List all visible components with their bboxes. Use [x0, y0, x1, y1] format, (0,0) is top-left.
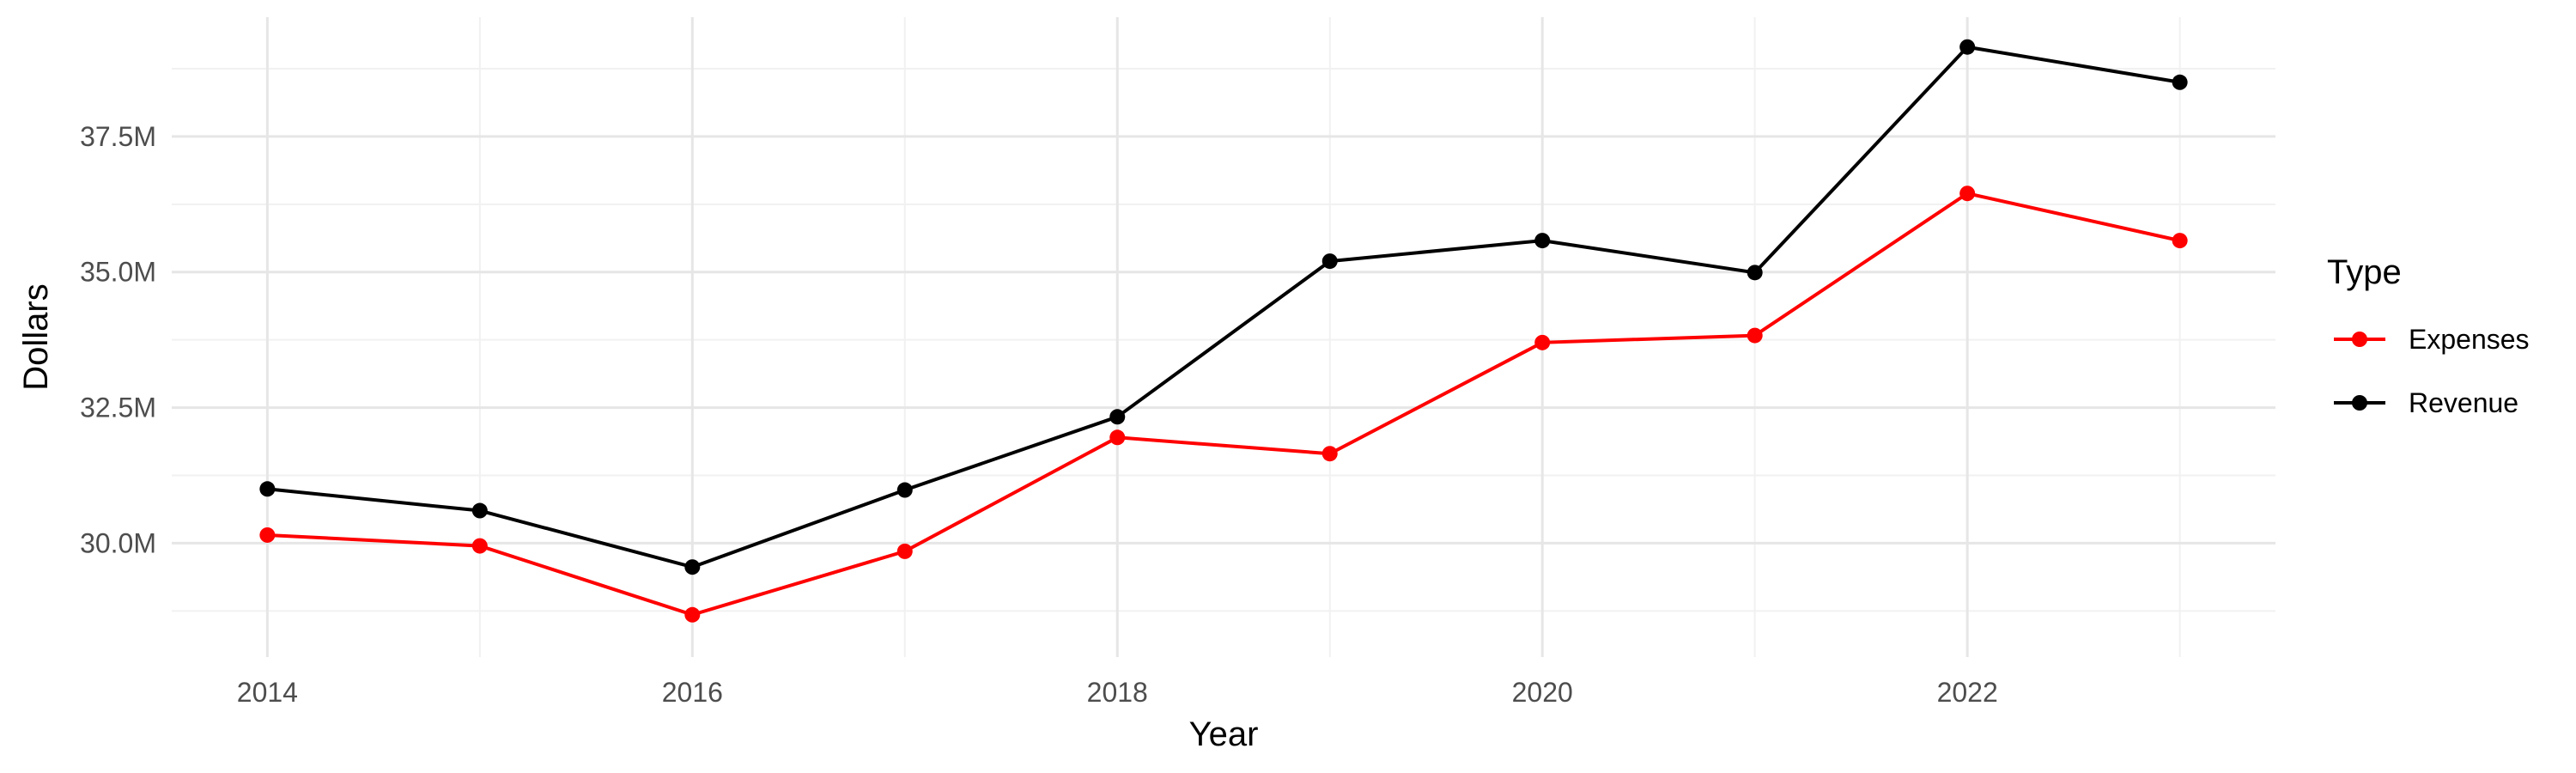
x-tick-label: 2016: [662, 677, 723, 708]
expenses-point: [471, 538, 488, 554]
revenue-point: [896, 482, 913, 498]
x-tick-label: 2020: [1512, 677, 1573, 708]
expenses-point: [1747, 327, 1763, 344]
expenses-point: [2172, 233, 2188, 249]
x-tick-label: 2014: [237, 677, 298, 708]
expenses-point: [259, 526, 276, 543]
axes: Year Dollars 2014 2016 2018 2020 2022 30.0M 32…: [17, 121, 1998, 753]
x-tick-label: 2022: [1937, 677, 1998, 708]
revenue-point: [471, 502, 488, 519]
revenue-point: [1747, 265, 1763, 281]
expenses-point: [896, 543, 913, 559]
expenses-point: [1534, 334, 1551, 350]
legend-key-point-expenses: [2352, 332, 2367, 347]
y-tick-label: 35.0M: [80, 257, 156, 288]
series: [259, 39, 2188, 623]
legend: Type Expenses Revenue: [2327, 253, 2530, 418]
legend-label-expenses: Expenses: [2409, 324, 2530, 355]
expenses-point: [1959, 186, 1976, 202]
expenses-point: [684, 606, 701, 623]
revenue-point: [684, 559, 701, 575]
y-tick-label: 32.5M: [80, 393, 156, 423]
y-tick-label: 37.5M: [80, 121, 156, 152]
expenses-point: [1321, 446, 1338, 462]
legend-label-revenue: Revenue: [2409, 387, 2518, 418]
revenue-point: [2172, 74, 2188, 90]
legend-key-point-revenue: [2352, 395, 2367, 411]
revenue-point: [1959, 39, 1976, 55]
revenue-point: [1321, 253, 1338, 270]
legend-title: Type: [2327, 253, 2402, 291]
x-tick-label: 2018: [1087, 677, 1148, 708]
revenue-point: [1109, 409, 1126, 425]
revenue-line: [267, 45, 2180, 569]
expenses-point: [1109, 429, 1126, 446]
revenue-point: [1534, 233, 1551, 249]
expenses-line: [267, 192, 2181, 617]
y-axis-title: Dollars: [17, 283, 55, 390]
revenue-point: [259, 481, 276, 497]
x-axis-title: Year: [1189, 715, 1259, 753]
y-tick-label: 30.0M: [80, 527, 156, 558]
